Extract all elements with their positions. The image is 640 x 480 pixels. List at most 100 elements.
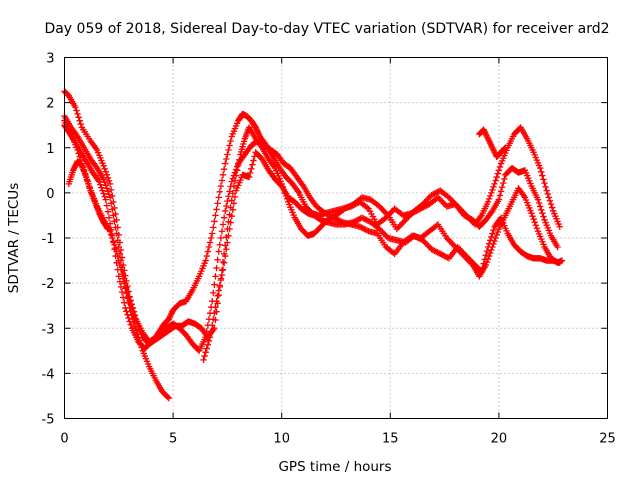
- data-point: [483, 247, 491, 255]
- data-point: [543, 187, 550, 194]
- data-point: [247, 169, 254, 177]
- data-point: [130, 319, 138, 327]
- data-point: [136, 337, 143, 344]
- data-point: [102, 182, 109, 189]
- data-point: [226, 188, 233, 195]
- y-tick-label: -2: [42, 277, 55, 292]
- data-point: [249, 161, 256, 168]
- data-point: [124, 294, 131, 302]
- data-point: [534, 196, 542, 203]
- data-point: [495, 196, 503, 203]
- x-tick-label: 10: [273, 432, 290, 447]
- data-point: [98, 184, 105, 191]
- data-point: [488, 246, 495, 254]
- data-point: [531, 219, 538, 226]
- data-point: [211, 218, 218, 225]
- data-point: [202, 349, 209, 356]
- data-point: [132, 327, 140, 334]
- data-point: [228, 178, 235, 185]
- data-point: [226, 142, 233, 149]
- data-point: [229, 190, 237, 197]
- data-point: [104, 225, 112, 233]
- data-point: [115, 273, 122, 280]
- data-point: [96, 178, 103, 185]
- data-point: [223, 202, 230, 210]
- y-tick-label: -5: [42, 413, 55, 428]
- data-point: [484, 198, 492, 206]
- data-point: [399, 219, 406, 227]
- data-point: [72, 103, 79, 111]
- data-point: [215, 248, 222, 255]
- data-point: [217, 276, 225, 284]
- data-point: [104, 208, 112, 215]
- data-point: [498, 184, 506, 191]
- data-point: [218, 177, 226, 184]
- data-point: [230, 200, 238, 207]
- series-track-d: [61, 117, 563, 402]
- data-point: [118, 254, 126, 261]
- data-point: [73, 107, 80, 114]
- data-point: [547, 200, 555, 208]
- data-point: [493, 173, 500, 181]
- data-point: [397, 221, 405, 228]
- data-point: [201, 352, 208, 360]
- data-point: [233, 163, 241, 170]
- x-axis-label: GPS time / hours: [278, 459, 391, 475]
- data-point: [218, 228, 226, 235]
- data-point: [223, 155, 230, 163]
- data-point: [449, 240, 456, 248]
- data-point: [225, 232, 232, 239]
- data-point: [77, 120, 84, 128]
- data-point: [484, 243, 492, 251]
- data-point: [215, 194, 222, 201]
- data-point: [128, 312, 136, 319]
- data-point: [379, 206, 386, 213]
- data-point: [203, 252, 210, 260]
- data-point: [74, 110, 81, 118]
- data-point: [109, 234, 116, 242]
- data-point: [487, 249, 494, 257]
- data-point: [494, 228, 502, 236]
- data-point: [123, 284, 130, 291]
- data-point: [533, 225, 541, 232]
- data-point: [536, 203, 544, 210]
- data-point: [117, 283, 125, 291]
- data-point: [137, 340, 144, 348]
- data-point: [487, 192, 494, 200]
- data-point: [211, 281, 218, 288]
- data-point: [488, 189, 495, 197]
- x-tick-label: 0: [60, 432, 68, 447]
- data-point: [478, 268, 485, 276]
- data-point: [76, 117, 83, 124]
- data-point: [395, 224, 402, 231]
- plot-frame: [64, 57, 608, 419]
- data-point: [205, 243, 213, 251]
- data-point: [541, 179, 548, 187]
- data-point: [124, 311, 131, 318]
- data-point: [224, 151, 231, 158]
- data-point: [380, 207, 387, 215]
- data-point: [556, 223, 563, 230]
- data-point: [546, 197, 554, 204]
- data-point: [100, 176, 107, 183]
- data-point: [107, 200, 115, 207]
- data-point: [500, 179, 507, 187]
- data-point: [118, 270, 126, 278]
- data-point: [224, 239, 231, 246]
- data-point: [115, 257, 122, 264]
- data-point: [528, 209, 535, 217]
- y-tick-label: 1: [46, 142, 54, 157]
- data-point: [491, 180, 498, 188]
- data-point: [213, 206, 220, 213]
- data-point: [496, 192, 504, 199]
- data-point: [131, 323, 139, 330]
- x-tick-label: 25: [599, 432, 616, 447]
- data-point: [382, 231, 389, 239]
- x-tick-label: 5: [169, 432, 177, 447]
- data-point: [400, 218, 408, 225]
- data-point: [363, 204, 371, 211]
- data-point: [125, 299, 132, 307]
- data-point: [424, 241, 431, 248]
- data-point: [536, 164, 544, 172]
- data-point: [75, 150, 82, 157]
